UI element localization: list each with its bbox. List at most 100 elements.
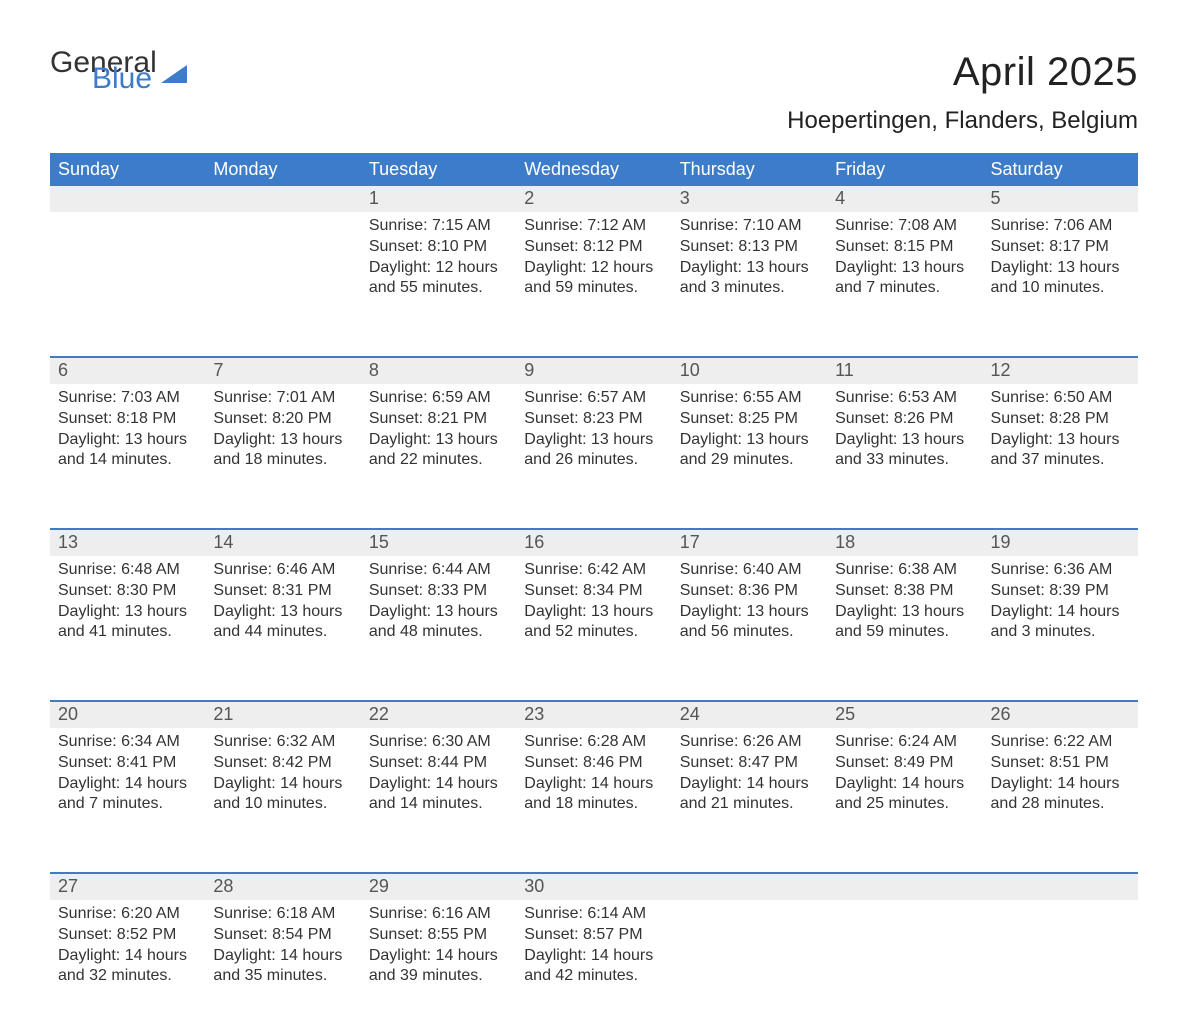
- week-spacer: [50, 340, 1138, 356]
- sunset-text: Sunset: 8:34 PM: [524, 581, 663, 602]
- day-number-cell: 5: [983, 186, 1138, 212]
- day-number-cell: 7: [205, 358, 360, 384]
- day-cell-body: Sunrise: 6:50 AMSunset: 8:28 PMDaylight:…: [983, 384, 1138, 479]
- sunrise-text: Sunrise: 7:01 AM: [213, 388, 352, 409]
- day-cell-body: Sunrise: 7:10 AMSunset: 8:13 PMDaylight:…: [672, 212, 827, 307]
- weekday-header: Friday: [827, 153, 982, 186]
- day-cell: Sunrise: 6:36 AMSunset: 8:39 PMDaylight:…: [983, 556, 1138, 684]
- day-cell: [827, 900, 982, 1028]
- sunset-text: Sunset: 8:31 PM: [213, 581, 352, 602]
- sunset-text: Sunset: 8:39 PM: [991, 581, 1130, 602]
- sunset-text: Sunset: 8:15 PM: [835, 237, 974, 258]
- daylight-text: Daylight: 13 hours and 29 minutes.: [680, 430, 819, 472]
- sunrise-text: Sunrise: 6:50 AM: [991, 388, 1130, 409]
- day-number-cell: 21: [205, 702, 360, 728]
- day-cell: [672, 900, 827, 1028]
- day-number-cell: 22: [361, 702, 516, 728]
- day-cell: Sunrise: 7:10 AMSunset: 8:13 PMDaylight:…: [672, 212, 827, 340]
- sunrise-text: Sunrise: 7:03 AM: [58, 388, 197, 409]
- weekday-header: Sunday: [50, 153, 205, 186]
- sunrise-text: Sunrise: 6:14 AM: [524, 904, 663, 925]
- day-number-cell: 17: [672, 530, 827, 556]
- day-cell-body: Sunrise: 6:34 AMSunset: 8:41 PMDaylight:…: [50, 728, 205, 823]
- day-number-cell: 16: [516, 530, 671, 556]
- day-number-cell: [50, 186, 205, 212]
- weekday-header: Monday: [205, 153, 360, 186]
- sunset-text: Sunset: 8:51 PM: [991, 753, 1130, 774]
- day-number-cell: 19: [983, 530, 1138, 556]
- sunrise-text: Sunrise: 7:12 AM: [524, 216, 663, 237]
- daylight-text: Daylight: 14 hours and 3 minutes.: [991, 602, 1130, 644]
- day-cell: Sunrise: 6:57 AMSunset: 8:23 PMDaylight:…: [516, 384, 671, 512]
- day-cell: Sunrise: 6:59 AMSunset: 8:21 PMDaylight:…: [361, 384, 516, 512]
- sunset-text: Sunset: 8:52 PM: [58, 925, 197, 946]
- day-number-row: 6789101112: [50, 358, 1138, 384]
- day-cell: Sunrise: 6:44 AMSunset: 8:33 PMDaylight:…: [361, 556, 516, 684]
- day-number-cell: 3: [672, 186, 827, 212]
- daylight-text: Daylight: 13 hours and 22 minutes.: [369, 430, 508, 472]
- daylight-text: Daylight: 14 hours and 25 minutes.: [835, 774, 974, 816]
- calendar-table: Sunday Monday Tuesday Wednesday Thursday…: [50, 153, 1138, 1028]
- day-number-cell: 29: [361, 874, 516, 900]
- day-number-cell: 18: [827, 530, 982, 556]
- sunset-text: Sunset: 8:13 PM: [680, 237, 819, 258]
- sunrise-text: Sunrise: 6:48 AM: [58, 560, 197, 581]
- day-cell-body: Sunrise: 6:32 AMSunset: 8:42 PMDaylight:…: [205, 728, 360, 823]
- day-cell-body: Sunrise: 6:30 AMSunset: 8:44 PMDaylight:…: [361, 728, 516, 823]
- day-cell-body: Sunrise: 6:20 AMSunset: 8:52 PMDaylight:…: [50, 900, 205, 995]
- weekday-header: Thursday: [672, 153, 827, 186]
- day-number-cell: 25: [827, 702, 982, 728]
- sunrise-text: Sunrise: 6:42 AM: [524, 560, 663, 581]
- daylight-text: Daylight: 14 hours and 7 minutes.: [58, 774, 197, 816]
- sunrise-text: Sunrise: 6:46 AM: [213, 560, 352, 581]
- day-cell-body: Sunrise: 6:26 AMSunset: 8:47 PMDaylight:…: [672, 728, 827, 823]
- sunrise-text: Sunrise: 6:28 AM: [524, 732, 663, 753]
- day-number-cell: 6: [50, 358, 205, 384]
- sunrise-text: Sunrise: 6:20 AM: [58, 904, 197, 925]
- day-number-cell: 10: [672, 358, 827, 384]
- day-number-cell: 24: [672, 702, 827, 728]
- day-number-cell: 13: [50, 530, 205, 556]
- daylight-text: Daylight: 13 hours and 14 minutes.: [58, 430, 197, 472]
- sunrise-text: Sunrise: 6:53 AM: [835, 388, 974, 409]
- sunset-text: Sunset: 8:23 PM: [524, 409, 663, 430]
- day-cell: Sunrise: 6:50 AMSunset: 8:28 PMDaylight:…: [983, 384, 1138, 512]
- day-cell-body: Sunrise: 6:46 AMSunset: 8:31 PMDaylight:…: [205, 556, 360, 651]
- daylight-text: Daylight: 13 hours and 44 minutes.: [213, 602, 352, 644]
- day-number-cell: 8: [361, 358, 516, 384]
- daylight-text: Daylight: 13 hours and 18 minutes.: [213, 430, 352, 472]
- sunset-text: Sunset: 8:49 PM: [835, 753, 974, 774]
- sunset-text: Sunset: 8:54 PM: [213, 925, 352, 946]
- logo-text: General Blue: [50, 50, 157, 91]
- sunset-text: Sunset: 8:42 PM: [213, 753, 352, 774]
- day-cell: Sunrise: 6:53 AMSunset: 8:26 PMDaylight:…: [827, 384, 982, 512]
- day-cell-body: Sunrise: 6:36 AMSunset: 8:39 PMDaylight:…: [983, 556, 1138, 651]
- day-cell-body: Sunrise: 7:12 AMSunset: 8:12 PMDaylight:…: [516, 212, 671, 307]
- sunset-text: Sunset: 8:55 PM: [369, 925, 508, 946]
- day-cell: Sunrise: 7:01 AMSunset: 8:20 PMDaylight:…: [205, 384, 360, 512]
- sunset-text: Sunset: 8:10 PM: [369, 237, 508, 258]
- day-cell-body: Sunrise: 6:57 AMSunset: 8:23 PMDaylight:…: [516, 384, 671, 479]
- daylight-text: Daylight: 14 hours and 14 minutes.: [369, 774, 508, 816]
- sunset-text: Sunset: 8:17 PM: [991, 237, 1130, 258]
- day-cell-body: Sunrise: 6:48 AMSunset: 8:30 PMDaylight:…: [50, 556, 205, 651]
- day-cell: [983, 900, 1138, 1028]
- week-spacer: [50, 856, 1138, 872]
- day-cell-body: Sunrise: 6:42 AMSunset: 8:34 PMDaylight:…: [516, 556, 671, 651]
- daylight-text: Daylight: 13 hours and 52 minutes.: [524, 602, 663, 644]
- day-number-cell: 26: [983, 702, 1138, 728]
- sunset-text: Sunset: 8:46 PM: [524, 753, 663, 774]
- sunset-text: Sunset: 8:30 PM: [58, 581, 197, 602]
- day-number-cell: 4: [827, 186, 982, 212]
- sunrise-text: Sunrise: 6:36 AM: [991, 560, 1130, 581]
- sunset-text: Sunset: 8:26 PM: [835, 409, 974, 430]
- day-number-cell: [983, 874, 1138, 900]
- day-cell-body: Sunrise: 7:08 AMSunset: 8:15 PMDaylight:…: [827, 212, 982, 307]
- sunrise-text: Sunrise: 6:30 AM: [369, 732, 508, 753]
- day-number-cell: [672, 874, 827, 900]
- weekday-header: Saturday: [983, 153, 1138, 186]
- day-cell-body: Sunrise: 7:15 AMSunset: 8:10 PMDaylight:…: [361, 212, 516, 307]
- day-number-cell: 30: [516, 874, 671, 900]
- sunrise-text: Sunrise: 6:18 AM: [213, 904, 352, 925]
- day-cell-body: Sunrise: 7:01 AMSunset: 8:20 PMDaylight:…: [205, 384, 360, 479]
